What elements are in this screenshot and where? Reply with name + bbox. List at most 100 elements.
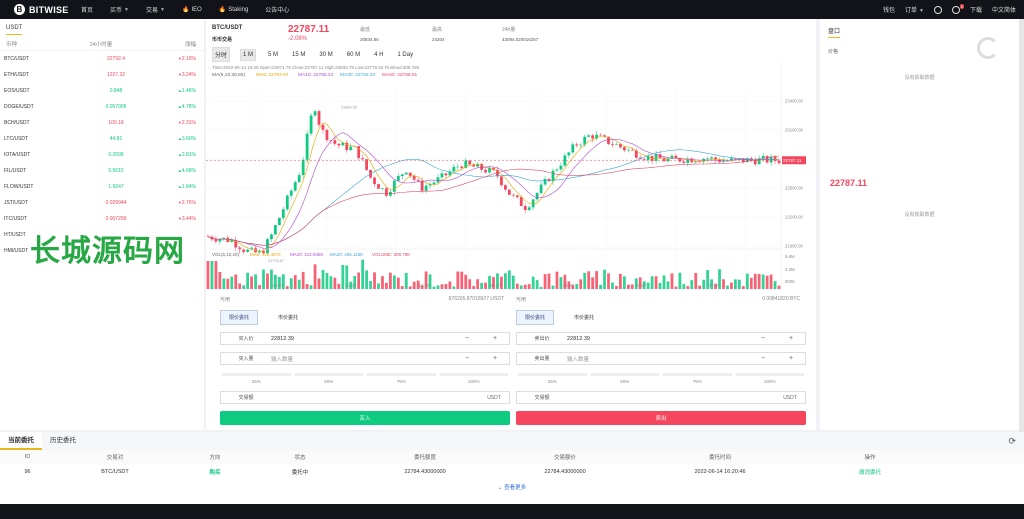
- market-row[interactable]: BTC/USDT 22792.4 ▼2.10%: [0, 51, 204, 67]
- candle: [468, 160, 472, 165]
- market-row[interactable]: EOS/USDT 0.848 ▲1.46%: [0, 83, 204, 99]
- market-row[interactable]: HT/USDT: [0, 227, 204, 243]
- timeframe-1[interactable]: 1 M: [240, 48, 257, 61]
- orders-menu[interactable]: 订单 ▼: [905, 8, 924, 14]
- scrollbar[interactable]: [1019, 19, 1024, 504]
- buy-amount-field[interactable]: 交易额 USDT: [220, 391, 510, 404]
- sell-tab-limit[interactable]: 限价委托: [516, 310, 555, 325]
- candle: [515, 195, 519, 198]
- buy-tab-market[interactable]: 市价委托: [278, 315, 299, 321]
- market-row[interactable]: DOGE/USDT 0.057005 ▲4.78%: [0, 99, 204, 115]
- market-row[interactable]: JST/USDT 0.029944 ▼2.76%: [0, 195, 204, 211]
- pct-50[interactable]: 50%: [324, 379, 334, 384]
- market-symbol: HMI/USDT: [4, 248, 29, 254]
- sell-button[interactable]: 卖出: [516, 411, 806, 425]
- nav-item-4[interactable]: 🔥 Staking: [218, 6, 249, 14]
- sell-amount-field[interactable]: 交易额 USDT: [516, 391, 806, 404]
- plus-icon[interactable]: +: [492, 355, 498, 362]
- pct-75[interactable]: 75%: [396, 379, 406, 384]
- plus-icon[interactable]: +: [788, 335, 794, 342]
- language-selector[interactable]: 中文简体: [991, 8, 1016, 14]
- timeframe-0[interactable]: 分时: [212, 47, 231, 62]
- plus-icon[interactable]: +: [492, 335, 498, 342]
- pct-100[interactable]: 100%: [467, 379, 480, 384]
- candle: [420, 180, 424, 191]
- buy-price-input[interactable]: 买入价 22812.39− +: [220, 332, 510, 345]
- market-row[interactable]: LTC/USDT 44.81 ▲3.60%: [0, 131, 204, 147]
- market-row[interactable]: ETH/USDT 1227.32 ▼3.24%: [0, 67, 204, 83]
- market-row[interactable]: IOTA/USDT 0.2608 ▲2.81%: [0, 147, 204, 163]
- volume-bar: [301, 271, 305, 289]
- volume-bar: [432, 286, 436, 289]
- nav-item-3[interactable]: 🔥 IEO: [181, 6, 202, 14]
- pct-25[interactable]: 25%: [251, 379, 261, 384]
- sell-price-input[interactable]: 卖出价 22812.39− +: [516, 332, 806, 345]
- minus-icon[interactable]: −: [464, 355, 470, 362]
- candle: [238, 247, 242, 250]
- buy-quantity-input[interactable]: 买入量 输入数量 − +: [220, 352, 510, 365]
- volume-bar: [674, 286, 678, 289]
- nav-item-0[interactable]: 首页: [81, 8, 94, 14]
- market-row[interactable]: ITC/USDT 0.007299 ▼3.44%: [0, 211, 204, 227]
- timeframe-4[interactable]: 30 M: [319, 51, 333, 58]
- minus-icon[interactable]: −: [760, 355, 766, 362]
- volume-bar: [535, 280, 539, 289]
- pct-75[interactable]: 75%: [692, 379, 702, 384]
- candle: [642, 159, 646, 160]
- minus-icon[interactable]: −: [464, 335, 470, 342]
- tab-order-history[interactable]: 历史委托: [50, 437, 76, 444]
- plus-icon[interactable]: +: [788, 355, 794, 362]
- cell-action[interactable]: 撤消委托: [858, 470, 881, 476]
- timeframe-6[interactable]: 4 H: [374, 51, 384, 58]
- candle: [452, 166, 456, 172]
- volume-bar: [396, 277, 400, 289]
- volume-bar: [587, 271, 591, 289]
- notification-bell-icon[interactable]: 1: [951, 3, 964, 14]
- market-row[interactable]: FLOW/USDT 1.9247 ▲1.84%: [0, 179, 204, 195]
- sell-percent-slider[interactable]: [516, 373, 806, 376]
- nav-item-2[interactable]: 交易 ▼: [145, 6, 165, 15]
- sell-quantity-input[interactable]: 卖出量 输入数量 − +: [516, 352, 806, 365]
- low-price-label: 21778.87: [268, 259, 284, 263]
- user-icon[interactable]: [933, 5, 942, 14]
- candle: [622, 147, 626, 151]
- notification-badge: 1: [959, 3, 964, 9]
- minus-icon[interactable]: −: [760, 335, 766, 342]
- pct-50[interactable]: 50%: [620, 379, 630, 384]
- candle: [293, 182, 297, 191]
- nav-item-5[interactable]: 公告中心: [265, 8, 290, 14]
- volume-bar: [428, 274, 432, 289]
- pct-25[interactable]: 25%: [547, 379, 557, 384]
- refresh-icon[interactable]: ⟳: [1008, 436, 1016, 446]
- candlestick-chart[interactable]: Time:2022-06-14 16:26 Open:22871.75 Clos…: [206, 61, 816, 289]
- buy-percent-slider[interactable]: [220, 373, 510, 376]
- timeframe-7[interactable]: 1 Day: [397, 51, 414, 58]
- candle: [710, 157, 713, 159]
- timeframe-2[interactable]: 5 M: [268, 51, 279, 58]
- buy-button[interactable]: 买入: [220, 411, 510, 425]
- sell-tab-market[interactable]: 市价委托: [574, 315, 595, 321]
- market-tab-usdt[interactable]: USDT: [6, 25, 23, 35]
- brand-logo[interactable]: B BITWISE: [14, 4, 70, 15]
- candle: [408, 172, 412, 176]
- tab-current-orders[interactable]: 当前委托: [0, 432, 42, 450]
- buy-tab-limit[interactable]: 限价委托: [220, 310, 259, 325]
- market-price: 0.057005: [105, 104, 127, 110]
- volume-bar: [369, 281, 372, 289]
- pct-100[interactable]: 100%: [763, 379, 776, 384]
- timeframe-5[interactable]: 60 M: [346, 51, 361, 58]
- assets-link[interactable]: 钱包: [882, 8, 895, 14]
- orderbook-tab[interactable]: 盘口: [828, 29, 841, 38]
- timeframe-3[interactable]: 15 M: [292, 51, 306, 58]
- market-row[interactable]: FIL/USDT 5.5615 ▲4.68%: [0, 163, 204, 179]
- market-row[interactable]: BCH/USDT 100.18 ▼2.31%: [0, 115, 204, 131]
- download-link[interactable]: 下载: [969, 8, 982, 14]
- candle: [523, 206, 527, 210]
- volume-bar: [488, 275, 491, 289]
- time-tick: 15:27: [636, 283, 647, 288]
- nav-item-1[interactable]: 买币 ▼: [110, 6, 129, 15]
- view-more-link[interactable]: ⌄ 查看更多: [497, 485, 527, 491]
- market-change: ▲1.84%: [177, 184, 196, 190]
- market-change: ▼2.31%: [177, 120, 196, 126]
- market-row[interactable]: HMI/USDT: [0, 243, 204, 259]
